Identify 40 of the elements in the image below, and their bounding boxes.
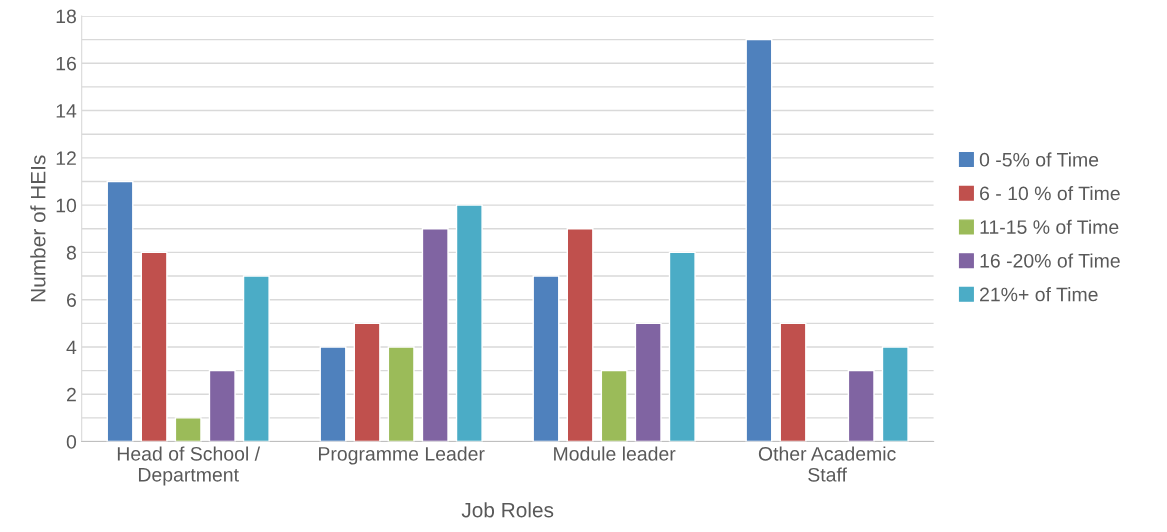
x-tick-label: Head of School / Department: [117, 446, 261, 486]
bar: [566, 228, 594, 442]
y-tick-label: 0: [66, 435, 77, 449]
bar: [106, 180, 134, 442]
y-tick-label: 14: [56, 104, 77, 118]
legend-label: 11-15 % of Time: [980, 219, 1119, 234]
bar: [847, 369, 875, 442]
y-tick-label: 18: [56, 9, 76, 24]
y-tick-label: 12: [56, 151, 76, 165]
legend-label: 6 - 10 % of Time: [980, 186, 1120, 201]
x-tick-label: Programme Leader: [319, 446, 485, 465]
bar: [634, 322, 662, 442]
bar: [319, 346, 347, 442]
legend-label: 16 -20% of Time: [980, 253, 1120, 268]
bar: [140, 251, 168, 442]
bar: [208, 369, 236, 442]
bar: [881, 346, 909, 442]
bar: [668, 251, 696, 442]
x-axis-title: Job Roles: [461, 502, 554, 518]
x-tick-label: Module leader: [554, 446, 676, 461]
bar: [353, 322, 381, 442]
y-axis-title: Number of HEIs: [30, 155, 46, 302]
bar: [600, 369, 628, 442]
y-tick-label: 4: [66, 340, 77, 355]
bar: [532, 275, 560, 442]
y-tick-label: 10: [56, 198, 77, 213]
y-tick-label: 16: [56, 56, 76, 71]
bar: [421, 228, 449, 442]
bar: [745, 38, 773, 442]
bar: [242, 275, 270, 442]
x-tick-label: Other Academic Staff: [758, 446, 896, 482]
bar: [455, 204, 483, 442]
bar: [779, 322, 807, 442]
y-tick-label: 8: [66, 245, 76, 260]
legend-label: 0 -5% of Time: [979, 152, 1099, 167]
bar: [387, 346, 415, 442]
y-tick-label: 6: [67, 293, 76, 307]
legend-label: 21%+ of Time: [980, 287, 1098, 302]
bar: [174, 417, 202, 442]
y-tick-label: 2: [66, 387, 76, 402]
